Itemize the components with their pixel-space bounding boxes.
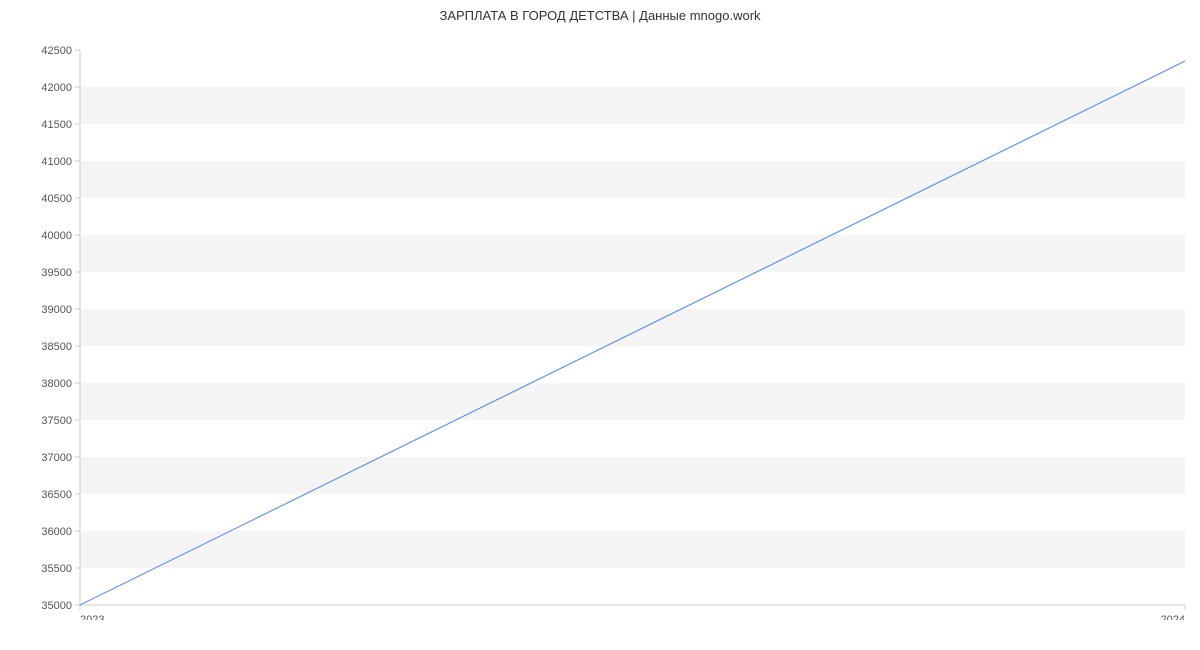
grid-band xyxy=(80,161,1185,198)
y-tick-label: 42500 xyxy=(41,45,72,57)
y-tick-label: 36000 xyxy=(41,526,72,538)
y-tick-label: 38500 xyxy=(41,341,72,353)
grid-band xyxy=(80,457,1185,494)
line-chart-svg: 35000 35500 36000 36500 37000 37500 38000 38500… xyxy=(0,30,1200,620)
y-tick-label: 42000 xyxy=(41,82,72,94)
y-tick-label: 37500 xyxy=(41,415,72,427)
grid-band xyxy=(80,531,1185,568)
y-tick-label: 40000 xyxy=(41,230,72,242)
grid-band xyxy=(80,309,1185,346)
y-tick-label: 37000 xyxy=(41,452,72,464)
grid-band xyxy=(80,87,1185,124)
y-tick-label: 40500 xyxy=(41,193,72,205)
y-tick-label: 38000 xyxy=(41,378,72,390)
chart-title: ЗАРПЛАТА В ГОРОД ДЕТСТВА | Данные mnogo.… xyxy=(0,0,1200,30)
chart-area: 35000 35500 36000 36500 37000 37500 38000 38500… xyxy=(0,30,1200,620)
y-tick-label: 35500 xyxy=(41,563,72,575)
y-tick-label: 41000 xyxy=(41,156,72,168)
y-tick-label: 41500 xyxy=(41,119,72,131)
x-tick-label: 2024 xyxy=(1161,614,1185,620)
x-tick-label: 2023 xyxy=(80,614,104,620)
grid-band xyxy=(80,383,1185,420)
y-tick-label: 39500 xyxy=(41,267,72,279)
y-tick-label: 36500 xyxy=(41,489,72,501)
grid-band xyxy=(80,235,1185,272)
y-tick-label: 35000 xyxy=(41,600,72,612)
y-tick-label: 39000 xyxy=(41,304,72,316)
